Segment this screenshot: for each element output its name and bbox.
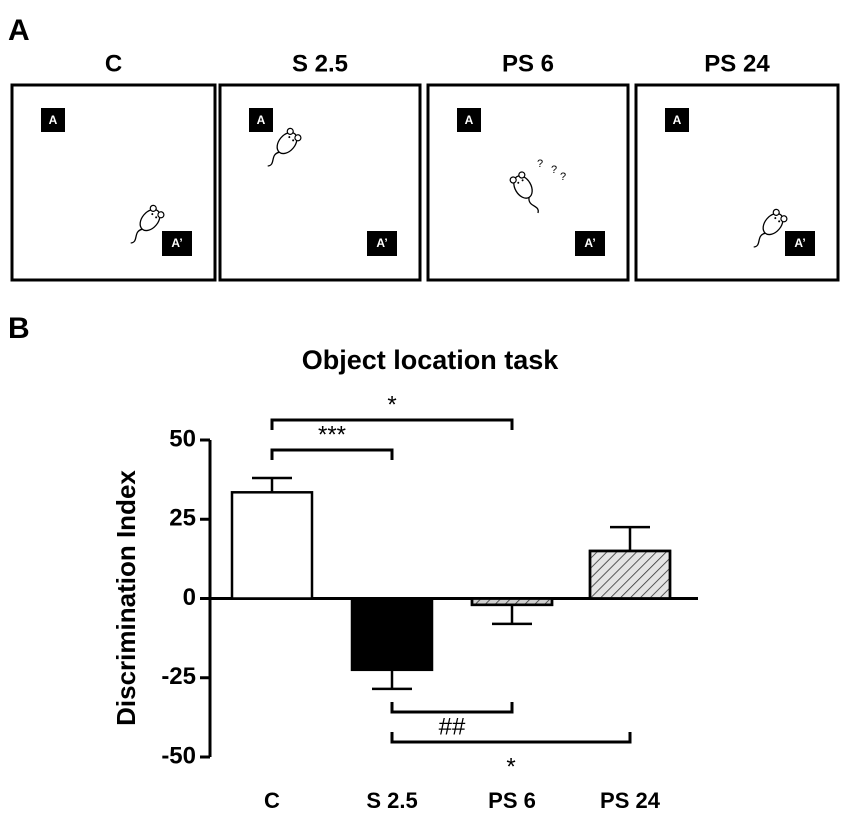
mouse-body — [762, 212, 784, 236]
significance-bracket — [390, 732, 632, 744]
object-a — [249, 108, 273, 132]
arena-box — [634, 83, 840, 282]
arena-box — [218, 83, 422, 282]
chart-title: Object location task — [302, 345, 560, 375]
object-label: A’ — [171, 236, 182, 250]
mouse-icon — [509, 171, 539, 214]
mouse-ear — [286, 127, 294, 135]
condition-title: PS 24 — [704, 50, 770, 77]
mouse-ear — [509, 176, 517, 184]
y-tick-label: 0 — [183, 584, 196, 611]
question-mark: ? — [560, 171, 566, 183]
significance-label: * — [506, 753, 515, 780]
arena-box — [10, 83, 217, 282]
object-a — [41, 108, 65, 132]
mouse-eye — [155, 216, 158, 219]
mouse-eye — [517, 181, 520, 184]
bar-hatch — [588, 549, 672, 600]
mouse-ear — [780, 215, 788, 223]
bar — [230, 491, 314, 600]
question-mark: ? — [537, 158, 543, 170]
arena-box — [426, 83, 630, 282]
mouse-eye — [774, 217, 777, 220]
mouse-icon — [753, 208, 788, 248]
panel-label: B — [8, 312, 30, 345]
object-a-prime — [367, 231, 397, 256]
significance-label: ## — [439, 713, 466, 740]
mouse-eye — [151, 213, 154, 216]
mouse-eye — [288, 136, 291, 139]
y-tick-label: 50 — [169, 425, 196, 452]
mouse-ear — [294, 134, 302, 142]
mouse-eye — [778, 220, 781, 223]
significance-bracket — [270, 418, 514, 430]
mouse-tail — [753, 232, 766, 248]
mouse-icon — [267, 127, 302, 167]
object-label: A’ — [584, 236, 595, 250]
mouse-body — [139, 208, 161, 232]
mouse-ear — [149, 204, 157, 212]
y-tick-label: -25 — [161, 663, 196, 690]
x-tick-label: PS 24 — [600, 788, 661, 813]
y-tick-label: -50 — [161, 742, 196, 769]
panel-label: A — [8, 14, 30, 47]
object-a-prime — [575, 231, 605, 256]
mouse-tail — [267, 151, 280, 167]
x-tick-label: C — [264, 788, 280, 813]
condition-title: S 2.5 — [292, 50, 348, 77]
mouse-ear — [157, 211, 165, 219]
object-label: A — [465, 113, 474, 127]
mouse-tail — [130, 228, 143, 244]
object-a-prime — [785, 231, 815, 256]
mouse-eye — [292, 139, 295, 142]
condition-title: PS 6 — [502, 50, 554, 77]
mouse-body — [513, 175, 533, 199]
bar — [350, 597, 434, 672]
question-mark: ? — [551, 164, 557, 176]
mouse-icon — [130, 204, 165, 244]
object-label: A’ — [376, 236, 387, 250]
x-tick-label: PS 6 — [488, 788, 536, 813]
significance-bracket — [270, 448, 394, 460]
y-axis-label: Discrimination Index — [111, 470, 141, 726]
significance-bracket — [390, 702, 514, 714]
mouse-eye — [521, 179, 524, 182]
object-a — [457, 108, 481, 132]
object-label: A — [257, 113, 266, 127]
mouse-ear — [518, 171, 526, 179]
object-a-prime — [162, 231, 192, 256]
mouse-ear — [772, 208, 780, 216]
significance-label: * — [387, 391, 396, 418]
object-label: A — [673, 113, 682, 127]
x-tick-label: S 2.5 — [366, 788, 417, 813]
object-a — [665, 108, 689, 132]
significance-label: *** — [318, 421, 346, 448]
bar-hatch — [470, 597, 554, 607]
object-label: A — [49, 113, 58, 127]
mouse-tail — [528, 197, 539, 214]
object-label: A’ — [794, 236, 805, 250]
mouse-body — [276, 131, 298, 155]
y-tick-label: 25 — [169, 505, 196, 532]
condition-title: C — [105, 50, 122, 77]
